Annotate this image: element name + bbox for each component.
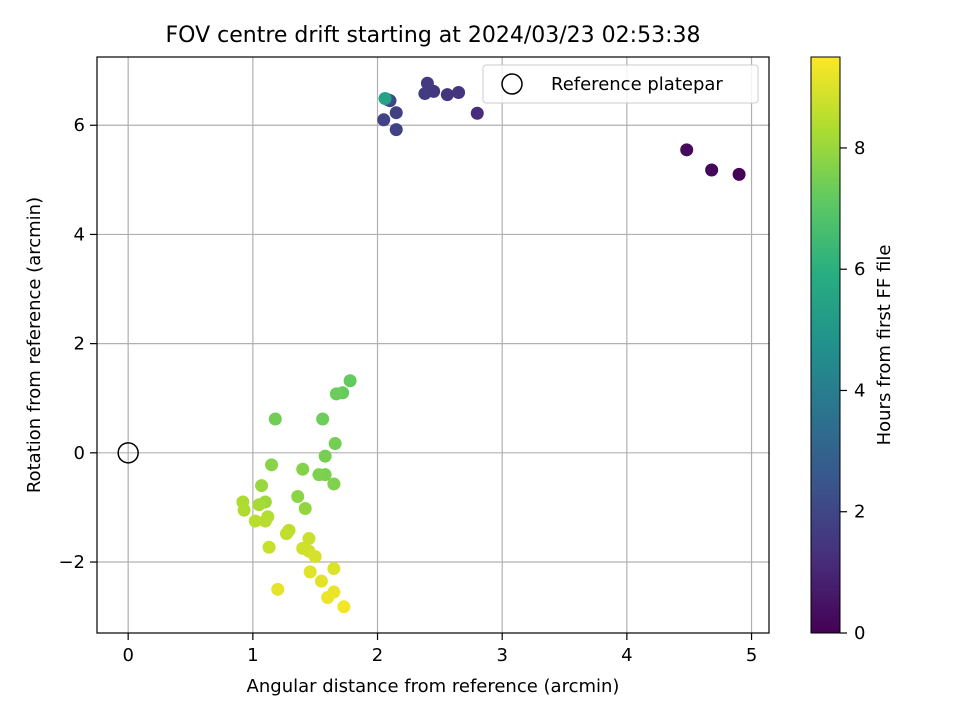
data-point bbox=[258, 514, 272, 528]
data-point bbox=[680, 143, 694, 157]
y-tick-label: −2 bbox=[58, 552, 85, 573]
y-axis-ticks: −2 0 2 4 6 bbox=[58, 115, 97, 573]
data-point bbox=[328, 437, 342, 451]
colorbar-gradient bbox=[810, 56, 841, 634]
data-point bbox=[343, 374, 357, 388]
x-axis-ticks: 0 1 2 3 4 5 bbox=[122, 633, 757, 666]
data-point bbox=[303, 565, 317, 579]
plot-frame bbox=[96, 56, 770, 634]
x-tick-label: 3 bbox=[496, 645, 507, 666]
data-point bbox=[252, 498, 266, 512]
data-point bbox=[296, 462, 310, 476]
data-point bbox=[291, 490, 305, 504]
y-axis-label: Rotation from reference (arcmin) bbox=[24, 197, 45, 493]
colorbar-tick-label: 6 bbox=[854, 259, 865, 280]
data-point bbox=[237, 503, 251, 517]
colorbar-tick-label: 8 bbox=[854, 138, 865, 159]
data-point bbox=[378, 91, 392, 105]
legend-box bbox=[482, 64, 759, 104]
chart-title: FOV centre drift starting at 2024/03/23 … bbox=[166, 23, 701, 48]
data-point bbox=[389, 123, 403, 137]
colorbar-tick-label: 0 bbox=[854, 623, 865, 644]
y-tick-label: 4 bbox=[74, 224, 85, 245]
colorbar: 0 2 4 6 8 Hours from first FF file bbox=[810, 56, 895, 644]
data-point bbox=[321, 591, 335, 605]
x-tick-label: 1 bbox=[247, 645, 258, 666]
data-point bbox=[298, 502, 312, 516]
data-point bbox=[312, 468, 326, 482]
data-point bbox=[248, 514, 262, 528]
data-point bbox=[705, 163, 719, 177]
colorbar-tick-label: 2 bbox=[854, 502, 865, 523]
colorbar-label: Hours from first FF file bbox=[874, 245, 895, 446]
data-point bbox=[255, 479, 269, 493]
data-point bbox=[314, 574, 328, 588]
data-point bbox=[452, 85, 466, 99]
colorbar-ticks: 0 2 4 6 8 bbox=[840, 138, 865, 644]
colorbar-tick-label: 4 bbox=[854, 380, 865, 401]
data-point bbox=[302, 532, 316, 546]
legend: Reference platepar bbox=[482, 64, 759, 104]
data-point bbox=[732, 167, 746, 181]
legend-marker bbox=[501, 73, 523, 95]
x-tick-label: 2 bbox=[372, 645, 383, 666]
data-point bbox=[271, 582, 285, 596]
data-point bbox=[308, 550, 322, 564]
data-point bbox=[389, 106, 403, 120]
data-point bbox=[420, 76, 434, 90]
data-point bbox=[280, 527, 294, 541]
data-point bbox=[265, 458, 279, 472]
data-point bbox=[262, 540, 276, 554]
grid-lines bbox=[97, 57, 769, 633]
x-axis-label: Angular distance from reference (arcmin) bbox=[247, 676, 620, 697]
data-point bbox=[327, 477, 341, 491]
x-tick-label: 0 bbox=[122, 645, 133, 666]
y-tick-label: 0 bbox=[74, 443, 85, 464]
data-point bbox=[268, 412, 282, 426]
data-point bbox=[418, 87, 432, 101]
reference-point bbox=[117, 442, 139, 464]
legend-entry: Reference platepar bbox=[551, 74, 723, 95]
data-point bbox=[470, 106, 484, 120]
data-point bbox=[337, 600, 351, 614]
data-point bbox=[327, 562, 341, 576]
data-point bbox=[316, 412, 330, 426]
scatter-points bbox=[236, 76, 746, 614]
x-tick-label: 4 bbox=[621, 645, 632, 666]
data-point bbox=[440, 88, 454, 102]
y-tick-label: 2 bbox=[74, 334, 85, 355]
data-point bbox=[377, 113, 391, 127]
y-tick-label: 6 bbox=[74, 115, 85, 136]
data-point bbox=[329, 387, 343, 401]
data-point bbox=[318, 449, 332, 463]
x-tick-label: 5 bbox=[746, 645, 757, 666]
reference-marker bbox=[117, 442, 139, 464]
